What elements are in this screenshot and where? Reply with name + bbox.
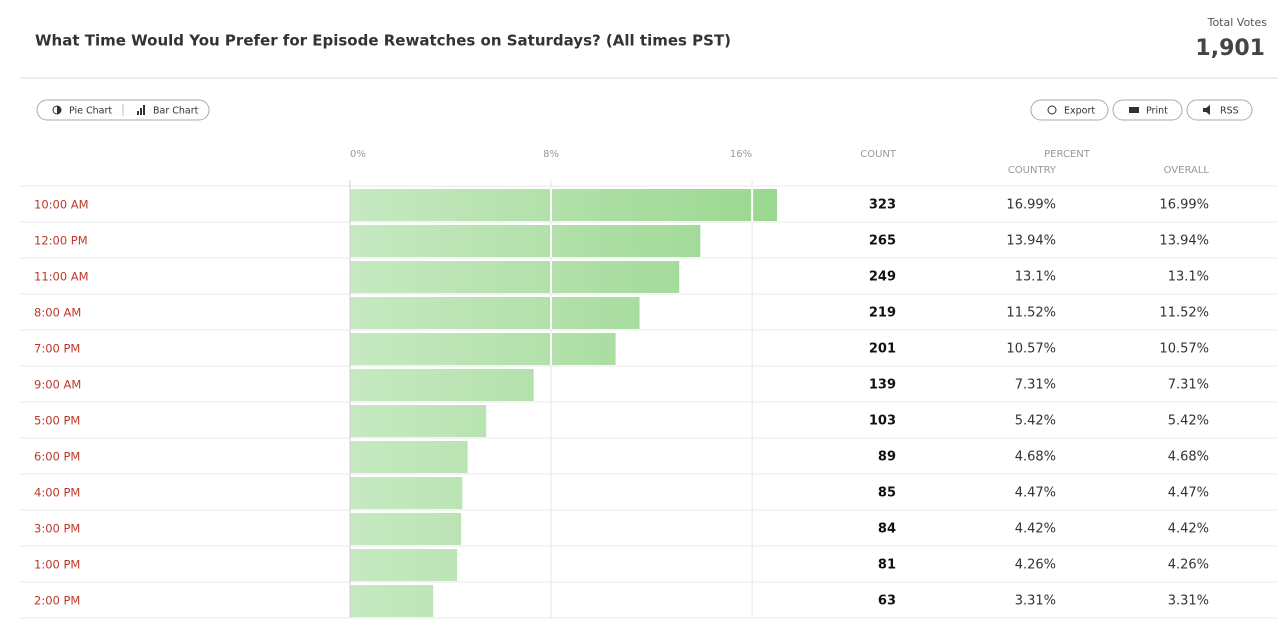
overall-percent: 13.1% — [1168, 270, 1209, 285]
button-label: Print — [1146, 106, 1168, 117]
bar — [350, 549, 458, 581]
vote-count: 139 — [869, 378, 896, 393]
pie-chart-button[interactable]: Pie Chart — [52, 105, 112, 117]
option-label: 5:00 PM — [34, 414, 80, 428]
bar-icon — [143, 105, 145, 115]
bar-chart-button[interactable]: Bar Chart — [137, 105, 199, 117]
total-votes: 1,901 — [1195, 36, 1265, 61]
print-icon — [1129, 107, 1139, 113]
vote-count: 219 — [869, 306, 896, 321]
bar — [350, 225, 701, 257]
country-percent: 4.47% — [1015, 486, 1056, 501]
column-header: COUNT — [860, 149, 897, 160]
button-label: Pie Chart — [69, 106, 112, 117]
option-label: 8:00 AM — [34, 306, 81, 320]
bar — [350, 441, 468, 473]
option-label: 12:00 PM — [34, 234, 88, 248]
overall-percent: 5.42% — [1168, 414, 1209, 429]
x-tick-label: 0% — [350, 149, 366, 160]
vote-count: 249 — [869, 270, 896, 285]
button-frame — [1112, 99, 1183, 121]
country-percent: 4.68% — [1015, 450, 1056, 465]
export-button[interactable]: Export — [1030, 99, 1109, 121]
vote-count: 63 — [878, 594, 896, 609]
country-percent: 11.52% — [1006, 306, 1056, 321]
rss-icon — [1203, 105, 1210, 115]
option-label: 9:00 AM — [34, 378, 81, 392]
poll-title: What Time Would You Prefer for Episode R… — [35, 32, 731, 50]
country-percent: 4.26% — [1015, 558, 1056, 573]
button-label: Export — [1064, 106, 1095, 117]
country-percent: 3.31% — [1015, 594, 1056, 609]
x-tick-label: 16% — [730, 149, 752, 160]
bar-icon — [140, 108, 142, 115]
bar-icon — [137, 111, 139, 115]
country-percent: 13.94% — [1006, 234, 1056, 249]
country-percent: 16.99% — [1006, 198, 1056, 213]
vote-count: 89 — [878, 450, 896, 465]
option-label: 11:00 AM — [34, 270, 89, 284]
option-label: 4:00 PM — [34, 486, 80, 500]
button-label: RSS — [1220, 106, 1239, 117]
country-percent: 13.1% — [1015, 270, 1056, 285]
overall-percent: 13.94% — [1159, 234, 1209, 249]
vote-count: 265 — [869, 234, 896, 249]
vote-count: 103 — [869, 414, 896, 429]
overall-percent: 10.57% — [1159, 342, 1209, 357]
bar — [350, 513, 462, 545]
option-label: 7:00 PM — [34, 342, 80, 356]
country-percent: 4.42% — [1015, 522, 1056, 537]
bar — [350, 333, 616, 365]
overall-percent: 3.31% — [1168, 594, 1209, 609]
bar — [350, 369, 534, 401]
overall-percent: 4.68% — [1168, 450, 1209, 465]
button-frame — [1186, 99, 1253, 121]
rss-button[interactable]: RSS — [1186, 99, 1253, 121]
vote-count: 81 — [878, 558, 896, 573]
option-label: 2:00 PM — [34, 594, 80, 608]
bar — [350, 477, 463, 509]
option-label: 6:00 PM — [34, 450, 80, 464]
column-header: COUNTRY — [1008, 165, 1057, 176]
bar — [350, 585, 434, 617]
x-tick-label: 8% — [543, 149, 559, 160]
export-icon — [1047, 105, 1057, 115]
vote-count: 85 — [878, 486, 896, 501]
overall-percent: 4.47% — [1168, 486, 1209, 501]
button-label: Bar Chart — [153, 106, 199, 117]
vote-count: 323 — [869, 198, 896, 213]
vote-count: 84 — [878, 522, 896, 537]
bar — [350, 189, 777, 221]
country-percent: 5.42% — [1015, 414, 1056, 429]
view-toggle: Pie Chart Bar Chart — [36, 99, 210, 121]
overall-percent: 7.31% — [1168, 378, 1209, 393]
country-percent: 7.31% — [1015, 378, 1056, 393]
overall-percent: 4.42% — [1168, 522, 1209, 537]
option-label: 1:00 PM — [34, 558, 80, 572]
column-header: PERCENT — [1044, 149, 1091, 160]
column-header: OVERALL — [1164, 165, 1210, 176]
overall-percent: 16.99% — [1159, 198, 1209, 213]
overall-percent: 11.52% — [1159, 306, 1209, 321]
option-label: 3:00 PM — [34, 522, 80, 536]
bar — [350, 405, 487, 437]
vote-count: 201 — [869, 342, 896, 357]
overall-percent: 4.26% — [1168, 558, 1209, 573]
bar — [350, 297, 640, 329]
pie-icon-fill — [57, 106, 61, 114]
bar — [350, 261, 680, 293]
option-label: 10:00 AM — [34, 198, 89, 212]
button-frame — [1030, 99, 1109, 121]
country-percent: 10.57% — [1006, 342, 1056, 357]
total-votes-label: Total Votes — [1207, 16, 1268, 29]
print-button[interactable]: Print — [1112, 99, 1183, 121]
